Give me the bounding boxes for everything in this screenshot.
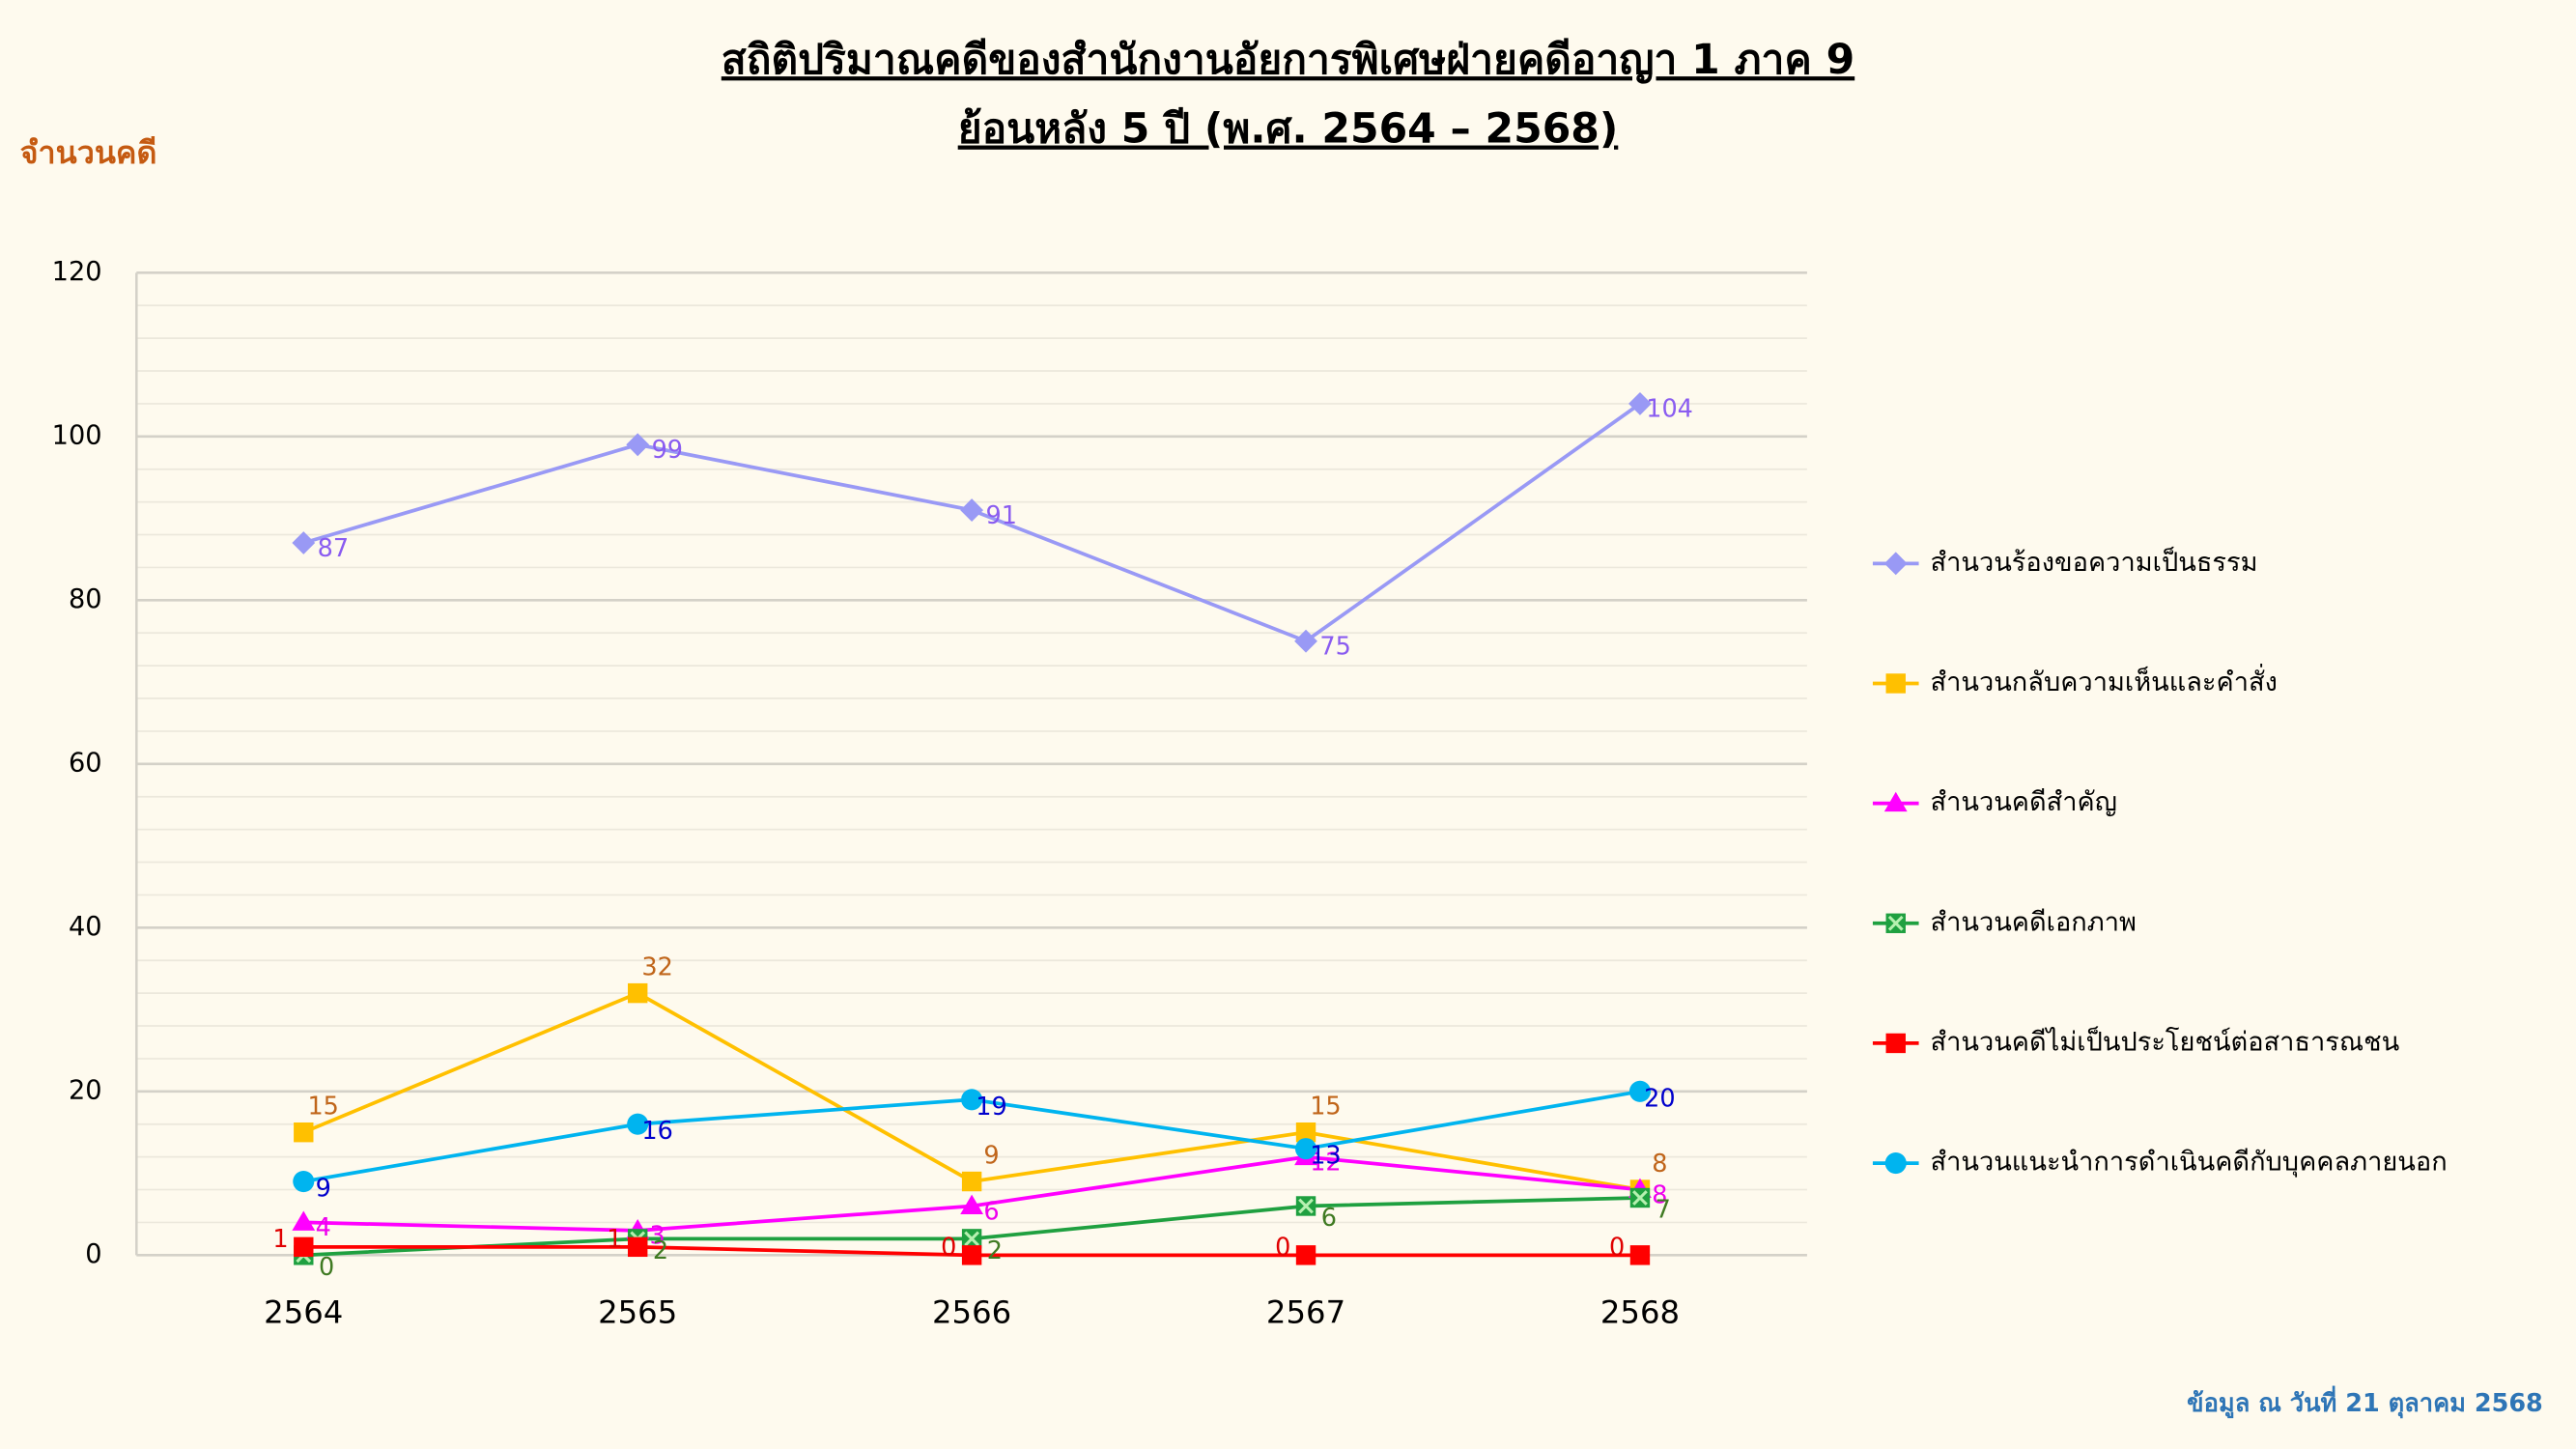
y-tick-label: 0 [85, 1239, 101, 1269]
series-line [303, 1154, 1641, 1233]
data-label: 99 [652, 436, 683, 465]
data-label: 32 [641, 953, 672, 982]
legend-label: สำนวนร้องขอความเป็นธรรม [1930, 545, 2257, 578]
data-label: 6 [983, 1197, 999, 1226]
legend-marker [1883, 552, 1908, 576]
data-point [960, 1194, 984, 1214]
x-tick-label: 2566 [932, 1294, 1011, 1331]
data-point [293, 1170, 315, 1193]
data-point [1295, 1122, 1316, 1143]
legend-label: สำนวนคดีเอกภาพ [1930, 907, 2136, 937]
data-label: 2 [653, 1236, 668, 1265]
chart-title: สถิติปริมาณคดีของสำนักงานอัยการพิเศษฝ่าย… [722, 37, 1854, 84]
data-label: 19 [976, 1093, 1006, 1122]
data-label: 15 [307, 1093, 338, 1122]
data-label: 87 [318, 534, 349, 563]
x-tick-label: 2565 [598, 1294, 677, 1331]
y-axis-label: จำนวนคดี [20, 134, 157, 171]
data-label: 3 [649, 1222, 665, 1251]
data-label: 0 [319, 1253, 334, 1282]
data-label: 0 [1609, 1234, 1625, 1263]
y-tick-label: 60 [69, 748, 102, 778]
data-point [1295, 1196, 1316, 1216]
y-tick-label: 80 [69, 584, 102, 614]
data-label: 15 [1310, 1093, 1341, 1122]
legend-marker [1885, 1033, 1906, 1054]
legend-label: สำนวนคดีไม่เป็นประโยชน์ต่อสาธารณชน [1930, 1024, 2399, 1057]
data-point [961, 1171, 982, 1192]
data-point [292, 531, 316, 554]
data-point [627, 1236, 648, 1258]
data-point [960, 498, 984, 522]
legend-label: สำนวนคดีสำคัญ [1930, 787, 2116, 817]
data-label: 0 [941, 1234, 956, 1263]
data-label: 4 [316, 1213, 331, 1242]
data-point [961, 1229, 982, 1249]
data-point [1628, 1080, 1652, 1102]
data-label: 8 [1652, 1180, 1667, 1209]
legend-marker [1883, 791, 1908, 812]
data-label: 0 [1275, 1234, 1290, 1263]
series-line [302, 402, 1642, 643]
data-point [961, 1089, 983, 1111]
data-point [626, 433, 650, 457]
data-label: 16 [641, 1117, 672, 1146]
data-point [292, 1210, 316, 1231]
y-tick-label: 100 [52, 420, 102, 450]
data-point [1294, 1138, 1317, 1160]
data-point [627, 982, 648, 1004]
data-label: 1 [607, 1225, 622, 1254]
x-tick-label: 2564 [264, 1294, 343, 1331]
legend-marker [1885, 913, 1906, 933]
data-label: 9 [983, 1142, 999, 1171]
data-label: 9 [316, 1175, 331, 1204]
data-point [294, 1236, 314, 1258]
data-point [1628, 392, 1652, 415]
x-tick-label: 2568 [1600, 1294, 1680, 1331]
data-label: 13 [1310, 1142, 1341, 1171]
legend-label: สำนวนแนะนำการดำเนินคดีกับบุคคลภายนอก [1930, 1148, 2447, 1179]
legend-marker [1885, 673, 1906, 694]
data-point [1629, 1187, 1651, 1208]
y-tick-label: 120 [52, 257, 102, 287]
data-point [1629, 1245, 1651, 1265]
data-label: 6 [1321, 1204, 1337, 1233]
y-tick-label: 40 [69, 912, 102, 942]
data-point [961, 1245, 982, 1265]
data-point [294, 1122, 314, 1143]
y-tick-label: 20 [69, 1075, 102, 1105]
footnote: ข้อมูล ณ วันที่ 21 ตุลาคม 2568 [2187, 1385, 2543, 1419]
data-label: 104 [1646, 395, 1693, 424]
data-point [1295, 1245, 1316, 1265]
legend-label: สำนวนกลับความเห็นและคำสั่ง [1930, 664, 2277, 697]
chart-subtitle: ย้อนหลัง 5 ปี (พ.ศ. 2564 – 2568) [958, 106, 1619, 154]
data-point [627, 1113, 649, 1135]
data-label: 91 [986, 501, 1017, 530]
data-label: 75 [1319, 632, 1350, 661]
data-label: 7 [1656, 1196, 1671, 1225]
data-label: 1 [272, 1225, 288, 1254]
data-label: 2 [987, 1236, 1003, 1265]
legend-marker [1884, 1152, 1907, 1175]
data-label: 8 [1652, 1150, 1667, 1179]
x-tick-label: 2567 [1266, 1294, 1345, 1331]
data-label: 20 [1644, 1084, 1675, 1113]
data-point [1294, 629, 1317, 653]
